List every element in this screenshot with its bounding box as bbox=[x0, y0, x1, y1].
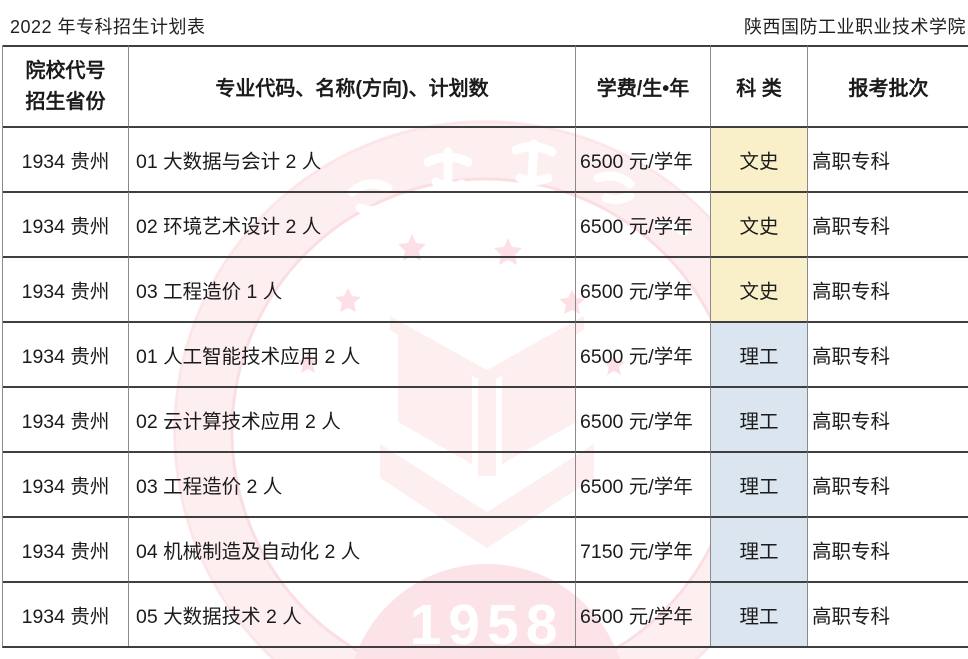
code-province-cell: 1934 贵州 bbox=[3, 126, 129, 191]
header-major: 专业代码、名称(方向)、计划数 bbox=[129, 45, 576, 126]
category-cell: 文史 bbox=[711, 191, 808, 256]
batch-cell: 高职专科 bbox=[808, 256, 968, 321]
tuition-cell: 7150 元/学年 bbox=[576, 516, 711, 581]
major-cell: 05 大数据技术 2 人 bbox=[129, 581, 576, 646]
category-cell: 理工 bbox=[711, 451, 808, 516]
tuition-cell: 6500 元/学年 bbox=[576, 191, 711, 256]
seal-shield-emblem bbox=[380, 316, 594, 548]
tuition-cell: 6500 元/学年 bbox=[576, 581, 711, 646]
category-cell: 理工 bbox=[711, 321, 808, 386]
major-cell: 02 云计算技术应用 2 人 bbox=[129, 386, 576, 451]
seal-stars bbox=[297, 234, 625, 375]
header-batch: 报考批次 bbox=[808, 45, 968, 126]
tuition-cell: 6500 元/学年 bbox=[576, 126, 711, 191]
header-province-line: 招生省份 bbox=[25, 90, 106, 113]
batch-cell: 高职专科 bbox=[808, 516, 968, 581]
code-province-cell: 1934 贵州 bbox=[3, 581, 129, 646]
seal-calligraphy bbox=[347, 139, 689, 237]
institution-name: 陕西国防工业职业技术学院 bbox=[744, 17, 966, 37]
header-category: 科 类 bbox=[711, 45, 808, 126]
header-code-line: 院校代号 bbox=[25, 59, 106, 82]
header-code-province: 院校代号 招生省份 bbox=[3, 45, 129, 126]
code-province-cell: 1934 贵州 bbox=[3, 516, 129, 581]
tuition-cell: 6500 元/学年 bbox=[576, 321, 711, 386]
title-bar: 2022 年专科招生计划表 陕西国防工业职业技术学院 bbox=[0, 0, 968, 45]
major-cell: 03 工程造价 1 人 bbox=[129, 256, 576, 321]
code-province-cell: 1934 贵州 bbox=[3, 451, 129, 516]
batch-cell: 高职专科 bbox=[808, 581, 968, 646]
tuition-cell: 6500 元/学年 bbox=[576, 386, 711, 451]
major-cell: 02 环境艺术设计 2 人 bbox=[129, 191, 576, 256]
category-cell: 理工 bbox=[711, 581, 808, 646]
batch-cell: 高职专科 bbox=[808, 126, 968, 191]
header-tuition: 学费/生•年 bbox=[576, 45, 711, 126]
enrollment-plan-table: 院校代号 招生省份 专业代码、名称(方向)、计划数 学费/生•年 科 类 报考批… bbox=[2, 45, 968, 648]
major-cell: 04 机械制造及自动化 2 人 bbox=[129, 516, 576, 581]
code-province-cell: 1934 贵州 bbox=[3, 191, 129, 256]
tuition-cell: 6500 元/学年 bbox=[576, 256, 711, 321]
batch-cell: 高职专科 bbox=[808, 451, 968, 516]
code-province-cell: 1934 贵州 bbox=[3, 256, 129, 321]
seal-year-banner: 1958 bbox=[354, 564, 620, 659]
major-cell: 01 大数据与会计 2 人 bbox=[129, 126, 576, 191]
tuition-cell: 6500 元/学年 bbox=[576, 451, 711, 516]
major-cell: 03 工程造价 2 人 bbox=[129, 451, 576, 516]
category-cell: 理工 bbox=[711, 386, 808, 451]
code-province-cell: 1934 贵州 bbox=[3, 321, 129, 386]
page-title: 2022 年专科招生计划表 bbox=[10, 17, 206, 37]
category-cell: 文史 bbox=[711, 126, 808, 191]
code-province-cell: 1934 贵州 bbox=[3, 386, 129, 451]
major-cell: 01 人工智能技术应用 2 人 bbox=[129, 321, 576, 386]
batch-cell: 高职专科 bbox=[808, 386, 968, 451]
batch-cell: 高职专科 bbox=[808, 321, 968, 386]
batch-cell: 高职专科 bbox=[808, 191, 968, 256]
category-cell: 文史 bbox=[711, 256, 808, 321]
category-cell: 理工 bbox=[711, 516, 808, 581]
